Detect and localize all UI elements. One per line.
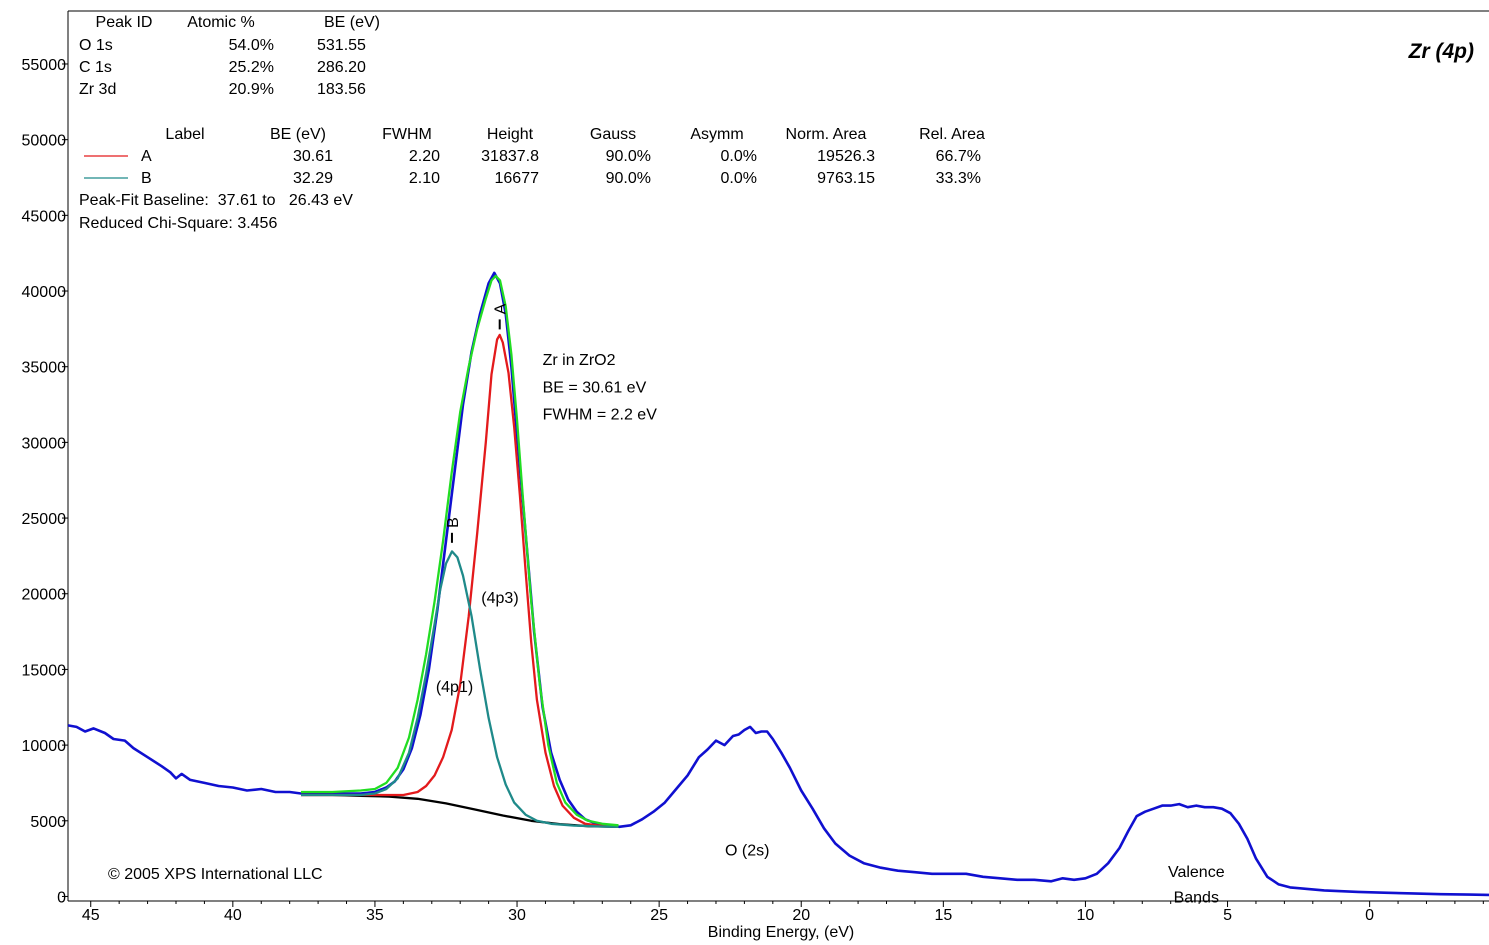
annotation-text: Bands xyxy=(1174,890,1219,907)
annotation-text: Valence xyxy=(1168,864,1225,881)
series-b xyxy=(301,550,619,828)
fit-header: Height xyxy=(487,126,534,143)
fit-header: FWHM xyxy=(382,126,432,143)
series-spectrum xyxy=(67,271,1489,897)
annotation-text: FWHM = 2.2 eV xyxy=(543,407,658,424)
atomic-header: Atomic % xyxy=(187,14,255,31)
x-tick-label: 45 xyxy=(82,907,100,924)
baseline-text: Peak-Fit Baseline: 37.61 to 26.43 eV xyxy=(79,192,353,209)
x-tick-label: 5 xyxy=(1223,907,1232,924)
fit-label: B xyxy=(141,170,152,187)
axes: 0 5000 10000 15000 20000 25000 30000 35000 40000… xyxy=(22,57,1484,924)
peak-fit-table: Label BE (eV) FWHM Height Gauss Asymm Norm. Ar… xyxy=(84,126,985,187)
x-tick-label: 15 xyxy=(934,907,952,924)
atomic-cell: 54.0% xyxy=(229,37,274,54)
peak-marker-b: B xyxy=(445,517,462,543)
peak-marker-a: A xyxy=(493,303,510,330)
atomic-cell: O 1s xyxy=(79,37,113,54)
annotation-text: O (2s) xyxy=(725,843,769,860)
atomic-cell: 286.20 xyxy=(317,59,366,76)
x-tick-label: 30 xyxy=(508,907,526,924)
atomic-header: BE (eV) xyxy=(324,14,380,31)
copyright-text: © 2005 XPS International LLC xyxy=(108,866,323,883)
y-tick-label: 0 xyxy=(57,889,66,906)
x-tick-label: 0 xyxy=(1365,907,1374,924)
fit-cell: 33.3% xyxy=(936,170,981,187)
fit-cell: 90.0% xyxy=(606,148,651,165)
x-tick-label: 40 xyxy=(224,907,242,924)
annotation-text: Zr in ZrO2 xyxy=(543,352,616,369)
fit-header: Label xyxy=(165,126,204,143)
series-envelope xyxy=(301,274,619,827)
y-tick-label: 20000 xyxy=(22,587,67,604)
fit-cell: 32.29 xyxy=(293,170,333,187)
chi-square-text: Reduced Chi-Square: 3.456 xyxy=(79,215,277,232)
x-tick-label: 35 xyxy=(366,907,384,924)
y-tick-label: 25000 xyxy=(22,511,67,528)
y-tick-label: 35000 xyxy=(22,360,67,377)
fit-cell: 31837.8 xyxy=(481,148,539,165)
atomic-header: Peak ID xyxy=(96,14,153,31)
atomic-cell: C 1s xyxy=(79,59,112,76)
fit-header: Gauss xyxy=(590,126,636,143)
fit-cell: 90.0% xyxy=(606,170,651,187)
fit-cell: 16677 xyxy=(495,170,540,187)
annotation-text: (4p3) xyxy=(481,590,518,607)
fit-cell: 0.0% xyxy=(721,148,757,165)
peak-markers: AB xyxy=(445,303,510,543)
annotations: Zr in ZrO2 BE = 30.61 eV FWHM = 2.2 eV (4p3… xyxy=(436,352,1225,906)
fit-header: Norm. Area xyxy=(786,126,867,143)
atomic-percent-table: Peak ID Atomic % BE (eV) O 1s 54.0% 531.55 C 1… xyxy=(79,14,380,98)
x-tick-label: 10 xyxy=(1077,907,1095,924)
atomic-cell: Zr 3d xyxy=(79,81,116,98)
atomic-cell: 531.55 xyxy=(317,37,366,54)
fit-label: A xyxy=(141,148,152,165)
atomic-cell: 183.56 xyxy=(317,81,366,98)
series-a xyxy=(301,333,619,828)
chart-title: Zr (4p) xyxy=(1408,40,1474,63)
y-tick-label: 10000 xyxy=(22,738,67,755)
y-tick-label: 30000 xyxy=(22,435,67,452)
atomic-cell: 25.2% xyxy=(229,59,274,76)
fit-cell: 2.10 xyxy=(409,170,440,187)
fit-cell: 66.7% xyxy=(936,148,981,165)
y-tick-label: 40000 xyxy=(22,284,67,301)
y-tick-label: 55000 xyxy=(22,57,67,74)
y-tick-label: 50000 xyxy=(22,133,67,150)
x-tick-label: 20 xyxy=(792,907,810,924)
fit-header: Asymm xyxy=(690,126,743,143)
series-baseline xyxy=(301,793,619,828)
fit-header: BE (eV) xyxy=(270,126,326,143)
y-tick-label: 15000 xyxy=(22,662,67,679)
peak-marker-label: B xyxy=(445,517,462,528)
x-axis-label: Binding Energy, (eV) xyxy=(708,924,854,941)
series-curves xyxy=(67,271,1489,897)
fit-cell: 0.0% xyxy=(721,170,757,187)
y-tick-label: 5000 xyxy=(30,814,66,831)
fit-cell: 9763.15 xyxy=(817,170,875,187)
annotation-text: (4p1) xyxy=(436,679,473,696)
y-tick-label: 45000 xyxy=(22,208,67,225)
fit-cell: 19526.3 xyxy=(817,148,875,165)
atomic-cell: 20.9% xyxy=(229,81,274,98)
annotation-text: BE = 30.61 eV xyxy=(543,379,647,396)
fit-header: Rel. Area xyxy=(919,126,985,143)
peak-marker-label: A xyxy=(493,303,510,314)
plot-frame xyxy=(67,10,1489,902)
x-tick-label: 25 xyxy=(650,907,668,924)
fit-cell: 30.61 xyxy=(293,148,333,165)
fit-cell: 2.20 xyxy=(409,148,440,165)
